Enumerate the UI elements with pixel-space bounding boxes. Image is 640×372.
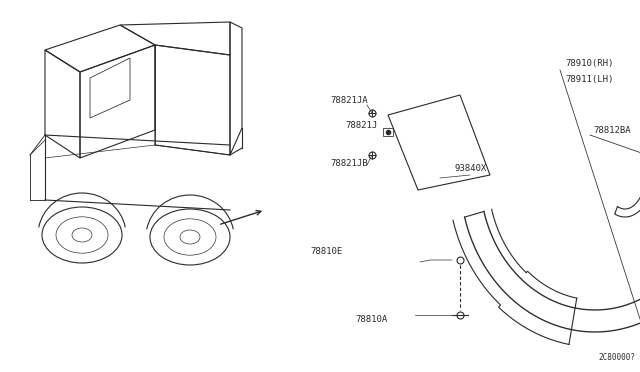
Text: 78810A: 78810A	[355, 315, 387, 324]
Text: 78812BA: 78812BA	[593, 125, 630, 135]
Text: 78911(LH): 78911(LH)	[565, 75, 613, 84]
Text: 78810E: 78810E	[310, 247, 342, 257]
Text: 78821JA: 78821JA	[330, 96, 367, 105]
Text: 78910(RH): 78910(RH)	[565, 59, 613, 68]
Text: 93840X: 93840X	[455, 164, 487, 173]
Text: 78821JB: 78821JB	[330, 158, 367, 167]
Text: 78821J: 78821J	[345, 121, 377, 129]
Text: 2C80000?: 2C80000?	[598, 353, 635, 362]
Bar	[383, 128, 393, 136]
